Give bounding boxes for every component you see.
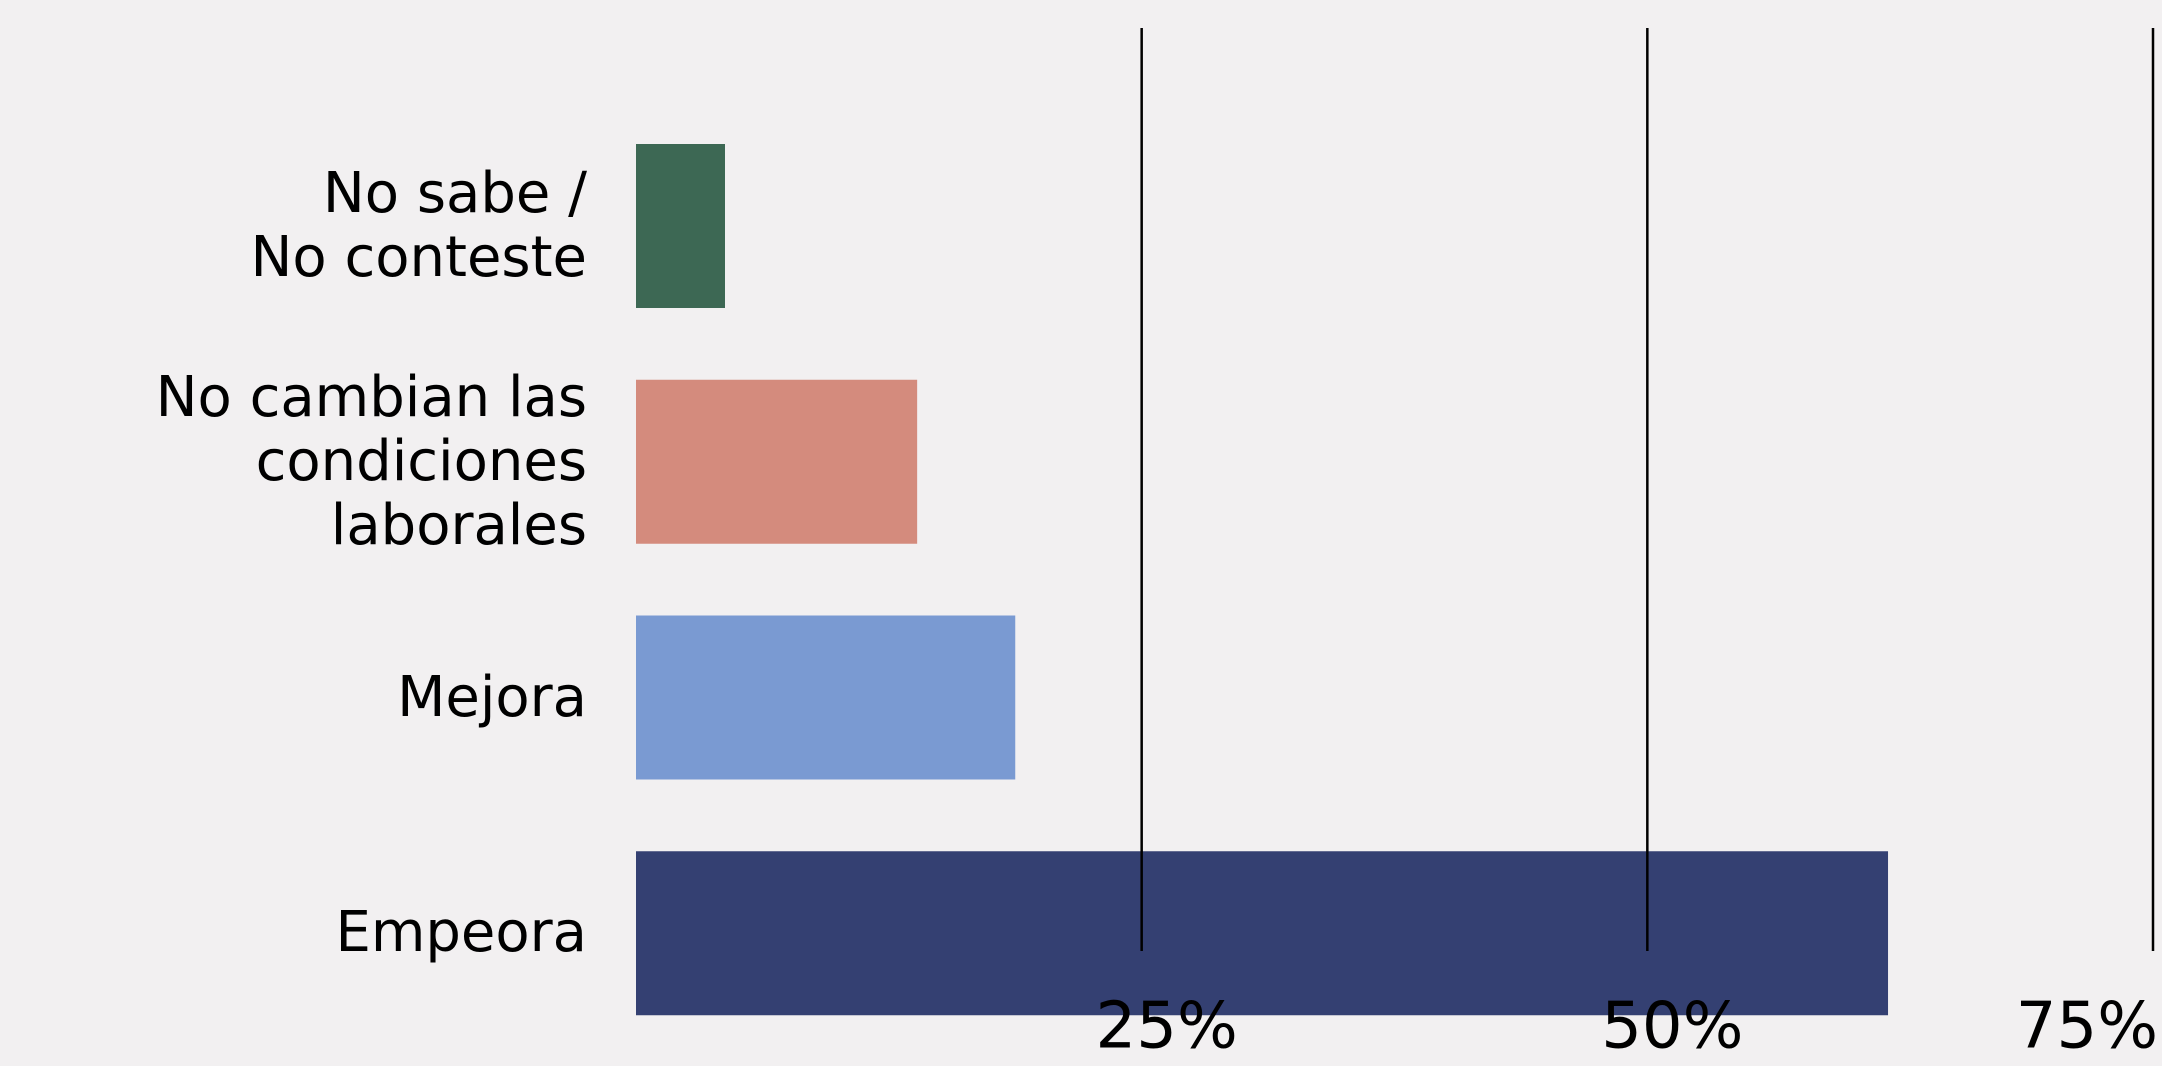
- category-label: No sabe / No conteste: [250, 161, 588, 290]
- bar: [636, 851, 1889, 1016]
- x-tick-label: 50%: [1601, 990, 1743, 1064]
- bar: [636, 379, 918, 544]
- x-tick-label: 25%: [1096, 990, 1238, 1064]
- bar: [636, 615, 1016, 780]
- category-label: Mejora: [397, 664, 587, 730]
- x-tick-label: 75%: [2016, 990, 2158, 1064]
- category-label: No cambian las condiciones laborales: [155, 364, 587, 558]
- bar: [636, 144, 725, 308]
- category-label: Empeora: [335, 900, 587, 966]
